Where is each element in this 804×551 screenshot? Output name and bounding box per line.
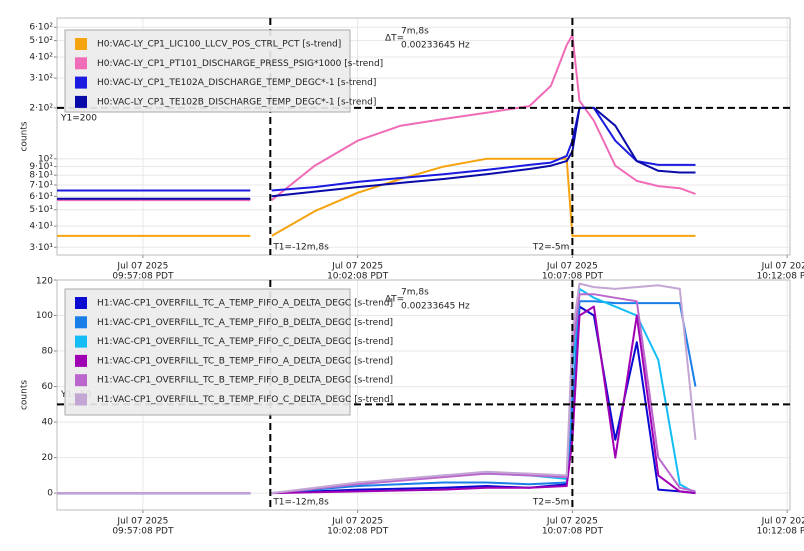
- x-tick-label: Jul 07 2025: [546, 517, 598, 527]
- y-tick-label: 100: [36, 311, 53, 321]
- y-tick-label: 20: [42, 453, 54, 463]
- y-tick-label: 6·10²: [29, 23, 53, 33]
- legend-label: H1:VAC-CP1_OVERFILL_TC_B_TEMP_FIFO_C_DEL…: [97, 395, 393, 405]
- y-tick-label: 60: [42, 382, 54, 392]
- y-tick-label: 3·10²: [29, 74, 53, 84]
- y-axis-label: counts: [20, 380, 30, 410]
- legend-label: H1:VAC-CP1_OVERFILL_TC_A_TEMP_FIFO_A_DEL…: [97, 299, 393, 309]
- legend-swatch: [75, 38, 87, 50]
- legend-swatch: [75, 316, 87, 329]
- x-cursor-label: T1=-12m,8s: [272, 243, 329, 253]
- y-tick-label: 6·10¹: [29, 192, 53, 202]
- x-tick-label: 09:57:08 PDT: [112, 272, 174, 282]
- legend-swatch: [75, 95, 87, 108]
- delta-freq: 0.00233645 Hz: [401, 41, 470, 51]
- y-tick-label: 40: [42, 418, 54, 428]
- legend-swatch: [75, 335, 87, 348]
- x-cursor-label: T2=-5m: [532, 243, 570, 253]
- series-line: [57, 33, 696, 202]
- x-tick-label: Jul 07 2025: [761, 262, 804, 272]
- x-tick-label: 10:12:08 PDT: [757, 272, 804, 282]
- y-tick-label: 80: [42, 347, 54, 357]
- y-tick-label: 4·10²: [29, 52, 53, 62]
- legend-swatch: [75, 354, 87, 367]
- y-tick-label: 9·10¹: [29, 162, 53, 172]
- x-tick-label: 10:07:08 PDT: [542, 272, 604, 282]
- x-tick-label: 10:02:08 PDT: [327, 527, 389, 537]
- legend-box: [64, 288, 351, 416]
- x-cursor-label: T2=-5m: [532, 498, 570, 508]
- legend-label: H0:VAC-LY_CP1_LIC100_LLCV_POS_CTRL_PCT […: [97, 40, 341, 50]
- legend-label: H1:VAC-CP1_OVERFILL_TC_B_TEMP_FIFO_A_DEL…: [97, 356, 393, 366]
- x-tick-label: Jul 07 2025: [761, 517, 804, 527]
- legend-swatch: [75, 393, 87, 406]
- legend-label: H0:VAC-LY_CP1_TE102B_DISCHARGE_TEMP_DEGC…: [97, 97, 376, 107]
- y-tick-label: 7·10¹: [29, 181, 53, 191]
- delta-time: 7m,8s: [401, 27, 429, 37]
- series-line: [57, 282, 697, 495]
- x-tick-label: 09:57:08 PDT: [112, 527, 174, 537]
- y-tick-label: 120: [36, 277, 53, 287]
- x-tick-label: 10:12:08 PDT: [757, 527, 804, 537]
- y-axis-label: counts: [20, 121, 30, 151]
- x-tick-label: Jul 07 2025: [116, 517, 168, 527]
- y-tick-label: 10²: [38, 154, 53, 164]
- x-tick-label: Jul 07 2025: [331, 517, 383, 527]
- legend-swatch: [75, 57, 87, 70]
- y-tick-label: 5·10¹: [29, 205, 53, 215]
- series-line: [57, 106, 696, 200]
- plot-frame: [56, 17, 791, 256]
- legend-swatch: [75, 76, 87, 89]
- delta-label: ΔT=: [385, 295, 404, 305]
- y-cursor-label: Y1=200: [60, 113, 97, 123]
- x-tick-label: 10:07:08 PDT: [542, 527, 604, 537]
- legend-label: H1:VAC-CP1_OVERFILL_TC_A_TEMP_FIFO_C_DEL…: [97, 337, 393, 347]
- legend-label: H0:VAC-LY_CP1_PT101_DISCHARGE_PRESS_PSIG…: [97, 59, 383, 69]
- delta-time: 7m,8s: [401, 288, 429, 298]
- y-tick-label: 2·10²: [29, 103, 53, 113]
- delta-label: ΔT=: [385, 34, 404, 44]
- legend-label: H0:VAC-LY_CP1_TE102A_DISCHARGE_TEMP_DEGC…: [97, 78, 376, 88]
- legend-label: H1:VAC-CP1_OVERFILL_TC_B_TEMP_FIFO_B_DEL…: [97, 376, 393, 386]
- legend-box: [64, 29, 351, 113]
- y-tick-label: 5·10²: [29, 36, 53, 46]
- y-tick-label: 4·10¹: [29, 222, 53, 232]
- x-tick-label: 10:02:08 PDT: [327, 272, 389, 282]
- x-tick-label: Jul 07 2025: [116, 262, 168, 272]
- y-tick-label: 3·10¹: [29, 243, 53, 253]
- series-line: [57, 106, 696, 192]
- legend-swatch: [75, 297, 87, 309]
- plot-frame: [56, 279, 791, 511]
- legend-swatch: [75, 374, 87, 387]
- delta-freq: 0.00233645 Hz: [401, 302, 470, 312]
- x-tick-label: Jul 07 2025: [546, 262, 598, 272]
- x-tick-label: Jul 07 2025: [331, 262, 383, 272]
- y-tick-label: 8·10¹: [29, 171, 53, 181]
- legend-label: H1:VAC-CP1_OVERFILL_TC_A_TEMP_FIFO_B_DEL…: [97, 318, 393, 328]
- x-cursor-label: T1=-12m,8s: [272, 498, 329, 508]
- y-tick-label: 0: [47, 489, 53, 499]
